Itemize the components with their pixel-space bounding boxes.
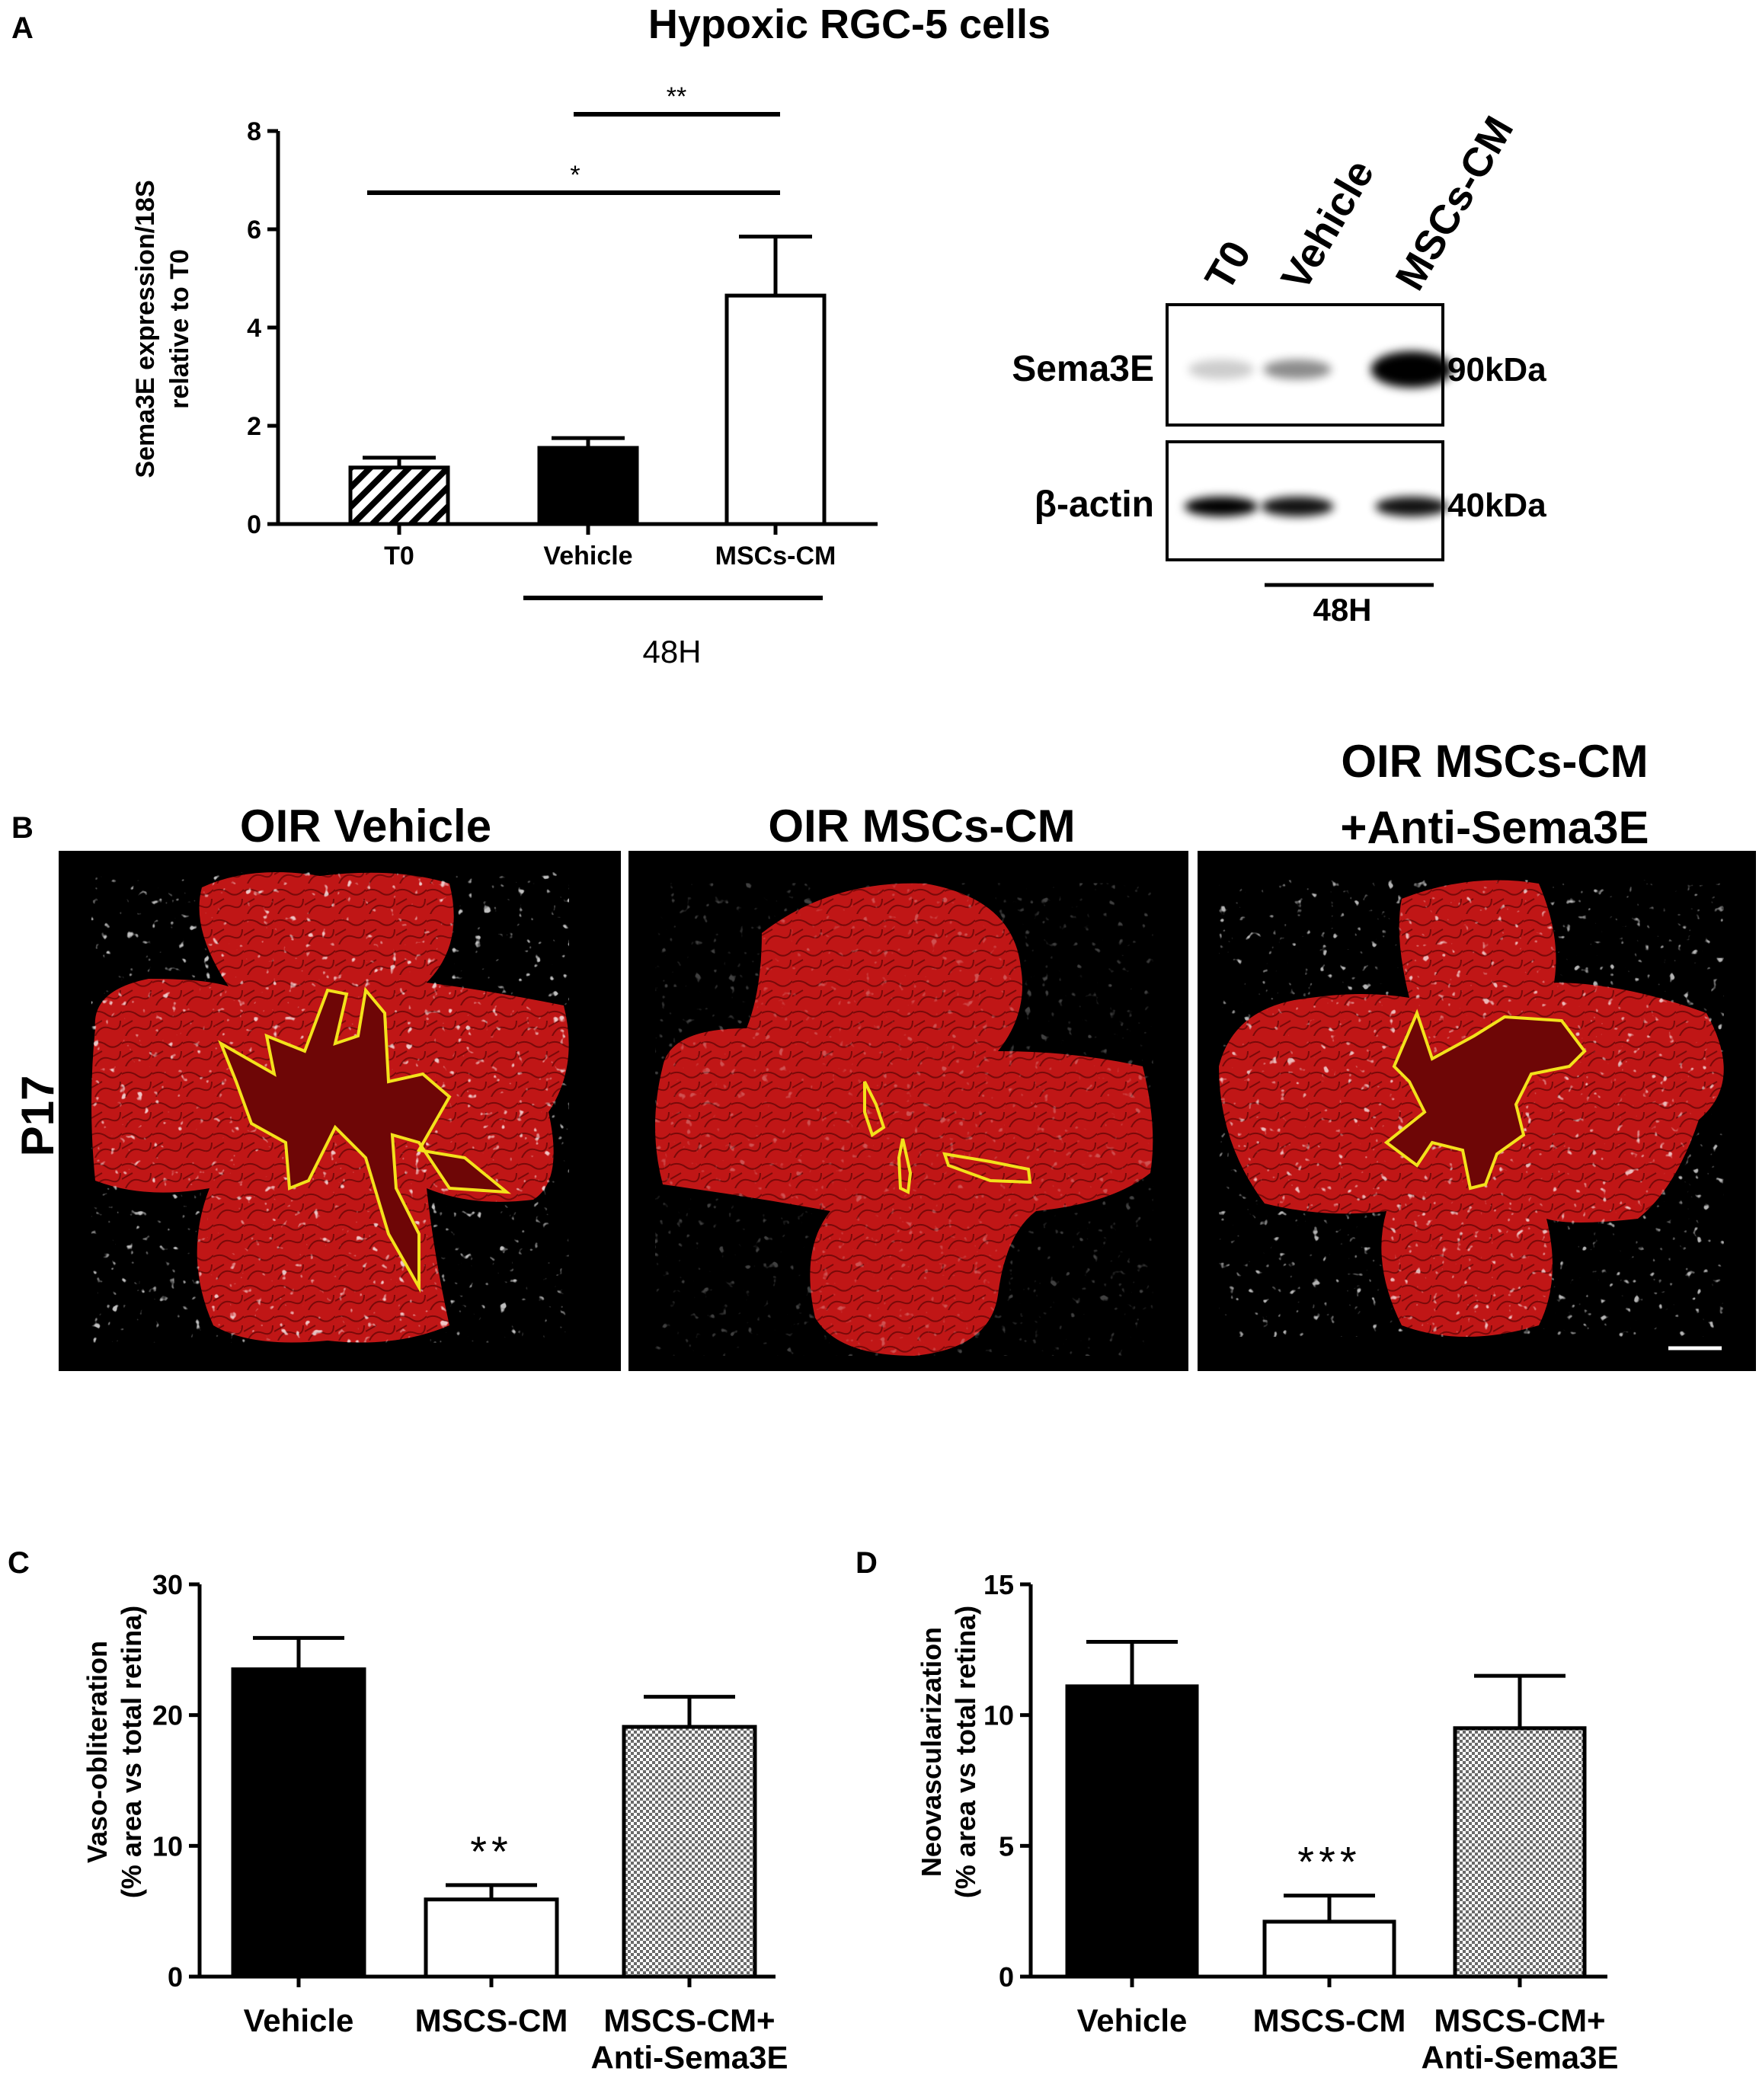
- retina-row-label: P17: [12, 1076, 63, 1157]
- retina-image-title: OIR MSCs-CM: [768, 801, 1075, 852]
- y-tick-label: 15: [983, 1569, 1014, 1600]
- retina-image-1: [91, 872, 569, 1343]
- bar: [724, 293, 827, 526]
- significance-label: **: [667, 82, 686, 111]
- y-tick-label: 8: [247, 117, 261, 146]
- bar: [231, 1667, 366, 1979]
- chart-a-title: Hypoxic RGC-5 cells: [648, 2, 1051, 47]
- chart-a-ylabel-line1: Sema3E expression/18S: [131, 180, 160, 478]
- x-tick-label: MSCS-CM+: [1434, 2003, 1605, 2038]
- panel-label-a: A: [11, 11, 34, 45]
- chart-c-ylabel-line2: (% area vs total retina): [116, 1606, 147, 1898]
- blot-size-90kda: 90kDa: [1447, 351, 1546, 388]
- chart-d: Neovascularization (% area vs total reti…: [916, 1569, 1619, 2075]
- blot-row-label-actin: β-actin: [1035, 484, 1154, 525]
- significance-label: *: [570, 161, 580, 190]
- chart-d-ylabel-line2: (% area vs total retina): [950, 1606, 981, 1898]
- chart-a-ylabel-line2: relative to T0: [165, 249, 194, 409]
- blot-band: [1370, 351, 1453, 388]
- y-tick-label: 6: [247, 216, 261, 245]
- retina-panels: P17 OIR Vehicle OIR MSCs-CM OIR MSCs-CM +An…: [12, 736, 1756, 1371]
- chart-c: Vaso-obliteration (% area vs total retin…: [82, 1569, 788, 2075]
- x-tick-label: MSCS-CM+: [603, 2003, 775, 2038]
- x-tick-label: Anti-Sema3E: [590, 2039, 788, 2075]
- blot-band: [1261, 497, 1334, 516]
- blot-48h-label: 48H: [1313, 592, 1371, 628]
- bar: [424, 1897, 559, 1979]
- bar: [1065, 1684, 1199, 1979]
- retina-image-3: [1219, 880, 1724, 1337]
- bar: [622, 1724, 757, 1979]
- x-tick-label: T0: [384, 542, 414, 571]
- x-tick-label: MSCs-CM: [715, 542, 836, 571]
- bar: [348, 465, 450, 526]
- x-tick-label: Anti-Sema3E: [1421, 2039, 1618, 2075]
- panel-label-b: B: [11, 811, 34, 845]
- blot-band: [1263, 360, 1332, 379]
- y-tick-label: 30: [152, 1569, 183, 1600]
- retina-image-2: [655, 883, 1153, 1356]
- blot-band: [1375, 497, 1448, 516]
- y-tick-label: 2: [247, 412, 261, 441]
- y-tick-label: 0: [168, 1961, 183, 1993]
- x-tick-label: Vehicle: [1077, 2003, 1188, 2038]
- retina-image-title: OIR Vehicle: [240, 801, 491, 852]
- significance-label: ***: [1297, 1838, 1361, 1886]
- blot-size-40kda: 40kDa: [1447, 487, 1546, 524]
- group-label: 48H: [642, 634, 701, 670]
- blot-band: [1184, 497, 1258, 516]
- x-tick-label: Vehicle: [543, 542, 632, 571]
- chart-a: Hypoxic RGC-5 cells Sema3E expression/18…: [131, 2, 1051, 670]
- y-tick-label: 5: [999, 1830, 1014, 1862]
- chart-c-ylabel-line1: Vaso-obliteration: [82, 1641, 113, 1863]
- bar: [537, 446, 639, 526]
- y-tick-label: 20: [152, 1700, 183, 1731]
- y-tick-label: 10: [152, 1830, 183, 1862]
- retina-image-title: OIR MSCs-CM: [1341, 736, 1648, 787]
- retina-image-title: +Anti-Sema3E: [1340, 802, 1649, 853]
- y-tick-label: 10: [983, 1700, 1014, 1731]
- blot-lane-label: MSCs-CM: [1386, 109, 1522, 298]
- bar: [1453, 1726, 1587, 1979]
- x-tick-label: MSCS-CM: [415, 2003, 568, 2038]
- blot-row-label-sema3e: Sema3E: [1012, 349, 1154, 389]
- blot-lane-label: Vehicle: [1272, 152, 1383, 298]
- significance-label: **: [470, 1827, 513, 1875]
- chart-d-ylabel-line1: Neovascularization: [916, 1627, 947, 1877]
- y-tick-label: 0: [999, 1961, 1014, 1993]
- blot-band: [1188, 360, 1254, 379]
- y-tick-label: 0: [247, 510, 261, 539]
- x-tick-label: Vehicle: [244, 2003, 354, 2038]
- panel-label-d: D: [856, 1546, 878, 1580]
- y-tick-label: 4: [247, 314, 261, 343]
- panel-label-c: C: [8, 1546, 30, 1580]
- blot-lane-label: T0: [1196, 233, 1259, 298]
- bar: [1262, 1919, 1396, 1979]
- western-blot: T0 Vehicle MSCs-CM Sema3E β-actin 90kDa 40…: [1012, 109, 1546, 628]
- x-tick-label: MSCS-CM: [1253, 2003, 1406, 2038]
